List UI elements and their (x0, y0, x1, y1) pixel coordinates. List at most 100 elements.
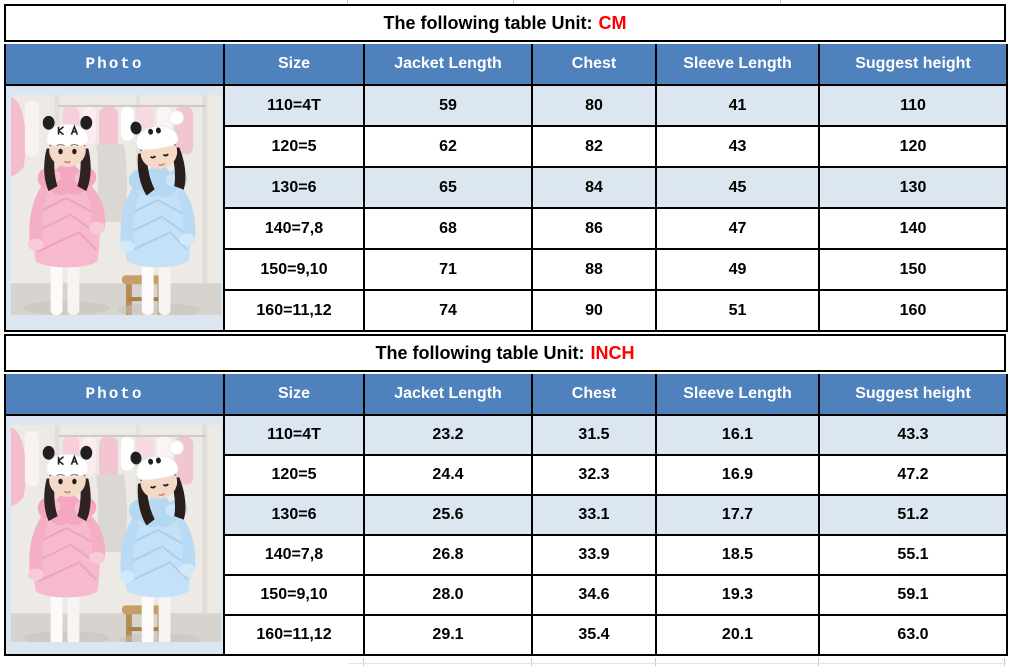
table-row: 160=11,12 29.1 35.4 20.1 63.0 (5, 614, 1008, 656)
photo-column-header: Photo (4, 374, 225, 416)
table-title-cm: The following table Unit: CM (4, 4, 1006, 42)
cell-jacket-length: 29.1 (363, 614, 533, 656)
table-row: 150=9,10 28.0 34.6 19.3 59.1 (5, 574, 1008, 616)
table-row: 150=9,10 71 88 49 150 (5, 248, 1008, 291)
photo-column-header: Photo (4, 44, 225, 86)
cell-size: 120=5 (223, 454, 365, 496)
cell-chest: 80 (531, 84, 657, 127)
cell-jacket-length: 24.4 (363, 454, 533, 496)
table-row: 130=6 65 84 45 130 (5, 166, 1008, 209)
table-row: 120=5 24.4 32.3 16.9 47.2 (5, 454, 1008, 496)
cell-sleeve-length: 49 (655, 248, 820, 291)
cell-sleeve-length: 19.3 (655, 574, 820, 616)
product-photo-cell (4, 84, 225, 332)
cell-jacket-length: 59 (363, 84, 533, 127)
table-row: 130=6 25.6 33.1 17.7 51.2 (5, 494, 1008, 536)
size-table-inch: Photo Size Jacket Length Chest Sleeve Le… (4, 374, 1008, 656)
cell-sleeve-length: 18.5 (655, 534, 820, 576)
cell-sleeve-length: 17.7 (655, 494, 820, 536)
cell-chest: 35.4 (531, 614, 657, 656)
cell-size: 160=11,12 (223, 289, 365, 332)
column-header-chest: Chest (531, 374, 657, 416)
cell-size: 130=6 (223, 494, 365, 536)
cell-suggest-height: 140 (818, 207, 1008, 250)
cell-chest: 33.1 (531, 494, 657, 536)
cell-sleeve-length: 45 (655, 166, 820, 209)
cell-jacket-length: 68 (363, 207, 533, 250)
table-row: 110=4T 59 80 41 110 (4, 84, 1008, 332)
cell-chest: 88 (531, 248, 657, 291)
cell-size: 140=7,8 (223, 534, 365, 576)
cell-jacket-length: 25.6 (363, 494, 533, 536)
cell-chest: 31.5 (531, 414, 657, 456)
column-header-size: Size (223, 374, 365, 416)
product-photo (11, 94, 221, 316)
cell-suggest-height: 150 (818, 248, 1008, 291)
cell-size: 130=6 (223, 166, 365, 209)
cell-suggest-height: 59.1 (818, 574, 1008, 616)
column-header-size: Size (223, 44, 365, 86)
cell-suggest-height: 130 (818, 166, 1008, 209)
size-table-cm: Photo Size Jacket Length Chest Sleeve Le… (4, 44, 1008, 332)
column-header-suggest-height: Suggest height (818, 44, 1008, 86)
header-row: Photo Size Jacket Length Chest Sleeve Le… (4, 374, 1008, 416)
cell-chest: 33.9 (531, 534, 657, 576)
cell-sleeve-length: 20.1 (655, 614, 820, 656)
cell-size: 160=11,12 (223, 614, 365, 656)
cell-jacket-length: 71 (363, 248, 533, 291)
column-header-jacket-length: Jacket Length (363, 374, 533, 416)
cell-suggest-height: 160 (818, 289, 1008, 332)
cell-size: 140=7,8 (223, 207, 365, 250)
column-header-sleeve-length: Sleeve Length (655, 44, 820, 86)
table-row: 140=7,8 26.8 33.9 18.5 55.1 (5, 534, 1008, 576)
cell-suggest-height: 55.1 (818, 534, 1008, 576)
cell-sleeve-length: 16.9 (655, 454, 820, 496)
table-title-unit: CM (598, 12, 627, 33)
cell-suggest-height: 63.0 (818, 614, 1008, 656)
cell-jacket-length: 74 (363, 289, 533, 332)
column-header-suggest-height: Suggest height (818, 374, 1008, 416)
cell-chest: 86 (531, 207, 657, 250)
cell-chest: 82 (531, 125, 657, 168)
product-photo-cell (4, 414, 225, 656)
column-header-chest: Chest (531, 44, 657, 86)
cell-sleeve-length: 47 (655, 207, 820, 250)
table-title-inch: The following table Unit: INCH (4, 334, 1006, 372)
cell-size: 120=5 (223, 125, 365, 168)
cell-sleeve-length: 16.1 (655, 414, 820, 456)
cell-size: 150=9,10 (223, 574, 365, 616)
cell-suggest-height: 120 (818, 125, 1008, 168)
cell-chest: 90 (531, 289, 657, 332)
cell-suggest-height: 110 (818, 84, 1008, 127)
cell-suggest-height: 51.2 (818, 494, 1008, 536)
cell-sleeve-length: 43 (655, 125, 820, 168)
column-header-jacket-length: Jacket Length (363, 44, 533, 86)
header-row: Photo Size Jacket Length Chest Sleeve Le… (4, 44, 1008, 86)
column-header-sleeve-length: Sleeve Length (655, 374, 820, 416)
table-row: 110=4T 23.2 31.5 16.1 43.3 (4, 414, 1008, 656)
cell-chest: 84 (531, 166, 657, 209)
cell-suggest-height: 43.3 (818, 414, 1008, 456)
cell-jacket-length: 23.2 (363, 414, 533, 456)
cell-chest: 32.3 (531, 454, 657, 496)
table-row: 160=11,12 74 90 51 160 (5, 289, 1008, 332)
cell-suggest-height: 47.2 (818, 454, 1008, 496)
table-row: 140=7,8 68 86 47 140 (5, 207, 1008, 250)
table-row: 120=5 62 82 43 120 (5, 125, 1008, 168)
cell-size: 150=9,10 (223, 248, 365, 291)
table-title-text: The following table Unit: (375, 342, 585, 363)
size-table-section-inch: The following table Unit: INCH Photo Siz… (4, 334, 1008, 656)
product-photo (11, 424, 221, 642)
cell-sleeve-length: 51 (655, 289, 820, 332)
cell-jacket-length: 28.0 (363, 574, 533, 616)
cell-chest: 34.6 (531, 574, 657, 616)
size-chart-sheet: The following table Unit: CM Photo Size … (4, 0, 1008, 666)
cell-size: 110=4T (223, 414, 365, 456)
table-title-unit: INCH (590, 342, 635, 363)
table-title-text: The following table Unit: (383, 12, 593, 33)
cell-jacket-length: 65 (363, 166, 533, 209)
cell-jacket-length: 26.8 (363, 534, 533, 576)
cell-size: 110=4T (223, 84, 365, 127)
size-table-section-cm: The following table Unit: CM Photo Size … (4, 4, 1008, 332)
cell-sleeve-length: 41 (655, 84, 820, 127)
